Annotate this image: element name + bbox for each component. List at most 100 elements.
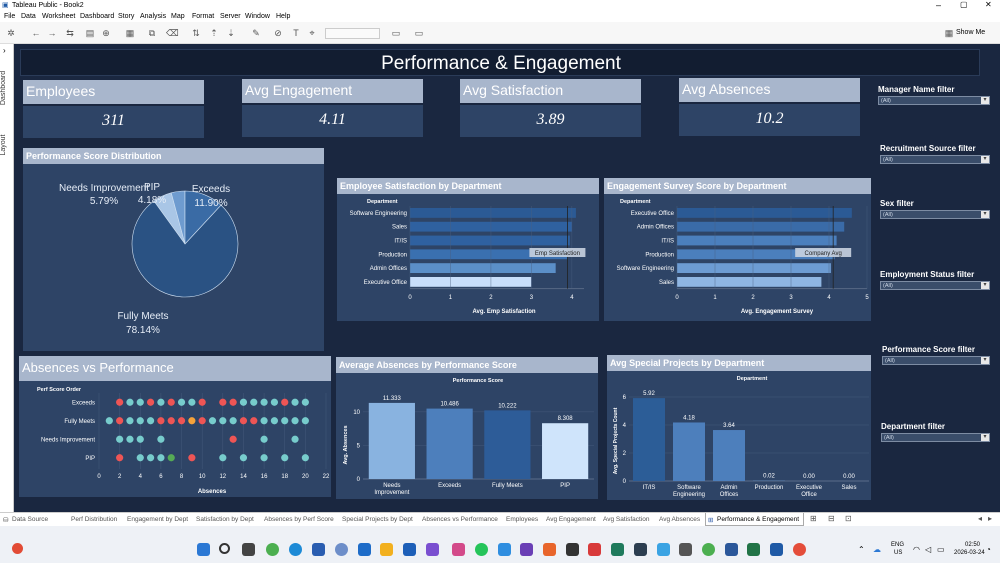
tab-satisfaction-by-dept[interactable]: Satisfaction by Dept	[196, 516, 254, 523]
labels-toggle-icon[interactable]: ▭	[391, 28, 401, 38]
filter-employment-status[interactable]: Employment Status filter (All)	[880, 270, 990, 290]
menu-map[interactable]: Map	[171, 13, 185, 20]
group-icon[interactable]: ⊘	[274, 28, 282, 38]
filter-performance-score[interactable]: Performance Score filter (All)	[882, 345, 990, 365]
edge-icon[interactable]	[289, 543, 302, 556]
onedrive-icon[interactable]: ☁	[873, 545, 881, 554]
new-datasource-icon[interactable]: ⊕	[102, 28, 110, 38]
app-icon-13[interactable]	[634, 543, 647, 556]
dashboard-tab[interactable]: Dashboard	[0, 70, 7, 106]
menu-data[interactable]: Data	[21, 13, 36, 20]
filter-dropdown[interactable]: (All)	[880, 155, 990, 164]
app-icon-2[interactable]	[335, 543, 348, 556]
filter-manager[interactable]: Manager Name filter (All)	[878, 85, 990, 105]
maximize-button[interactable]: ▢	[960, 0, 968, 9]
swap-axes-icon[interactable]: ⇅	[192, 28, 200, 38]
app-icon-4[interactable]	[380, 543, 393, 556]
app-icon-5[interactable]	[403, 543, 416, 556]
menu-help[interactable]: Help	[276, 13, 291, 20]
filter-recruitment-source[interactable]: Recruitment Source filter (All)	[880, 144, 990, 164]
excel-icon[interactable]	[747, 543, 760, 556]
task-view-icon[interactable]	[242, 543, 255, 556]
presentation-icon[interactable]: ▭	[414, 28, 424, 38]
show-me-button[interactable]: Show Me	[956, 29, 986, 36]
tab-absences-by-perf[interactable]: Absences by Perf Score	[264, 516, 334, 523]
filter-dropdown[interactable]: (All)	[882, 356, 990, 365]
new-sheet-icon[interactable]: ▦	[125, 28, 135, 38]
tab-avg-engagement[interactable]: Avg Engagement	[546, 516, 596, 523]
notification-icon[interactable]	[12, 543, 23, 554]
volume-icon[interactable]: ◁	[925, 545, 932, 554]
filter-dropdown[interactable]: (All)	[880, 210, 990, 219]
sort-asc-icon[interactable]: ⇡	[210, 28, 218, 38]
menu-file[interactable]: File	[4, 13, 16, 20]
app-icon-14[interactable]	[657, 543, 670, 556]
chrome-icon[interactable]	[266, 543, 279, 556]
wifi-icon[interactable]: ◠	[913, 545, 920, 554]
clear-icon[interactable]: ⌫	[166, 28, 179, 38]
battery-icon[interactable]: ▭	[937, 545, 945, 554]
tab-avg-absences[interactable]: Avg Absences	[659, 516, 701, 523]
clock-time[interactable]: 02:50	[964, 542, 980, 548]
app-icon-3[interactable]	[358, 543, 371, 556]
scroll-right-icon[interactable]: ▸	[988, 514, 993, 523]
expand-chevron-icon[interactable]: ›	[3, 46, 6, 55]
app-icon-12[interactable]	[611, 543, 624, 556]
highlight-icon[interactable]: ✎	[252, 28, 260, 38]
app-icon-6[interactable]	[452, 543, 465, 556]
menu-story[interactable]: Story	[118, 13, 135, 20]
menu-worksheet[interactable]: Worksheet	[42, 13, 76, 20]
app-icon-10[interactable]	[566, 543, 579, 556]
tab-employees[interactable]: Employees	[506, 516, 539, 523]
redo-icon[interactable]: →	[47, 28, 57, 38]
tableau-icon[interactable]	[770, 543, 783, 556]
minimize-button[interactable]: –	[936, 0, 942, 10]
duplicate-icon[interactable]: ⧉	[148, 28, 156, 38]
undo-icon[interactable]: ←	[31, 28, 41, 38]
tab-perf-distribution[interactable]: Perf Distribution	[71, 516, 118, 523]
app-icon-9[interactable]	[543, 543, 556, 556]
filter-department[interactable]: Department filter (All)	[881, 422, 990, 442]
label-icon[interactable]: T	[293, 28, 299, 38]
pin-icon[interactable]: ⌖	[309, 28, 315, 38]
menu-server[interactable]: Server	[220, 13, 241, 20]
notifications-bell-icon[interactable]: ◔	[986, 545, 991, 554]
app-icon-11[interactable]	[588, 543, 601, 556]
tab-engagement-by-dept[interactable]: Engagement by Dept	[127, 516, 189, 523]
scroll-left-icon[interactable]: ◂	[978, 514, 983, 523]
app-icon-15[interactable]	[679, 543, 692, 556]
chrome-icon-3[interactable]	[793, 543, 806, 556]
filter-dropdown[interactable]: (All)	[878, 96, 990, 105]
search-icon[interactable]	[219, 543, 230, 554]
tab-data-source[interactable]: Data Source	[12, 516, 49, 523]
tab-performance-engagement[interactable]: Performance & Engagement	[717, 516, 800, 523]
new-story-icon[interactable]: ⊡	[845, 514, 852, 523]
menu-window[interactable]: Window	[245, 13, 270, 20]
new-sheet-icon[interactable]: ⊞	[810, 514, 817, 523]
whatsapp-icon[interactable]	[475, 543, 488, 556]
layout-tab[interactable]: Layout	[0, 134, 7, 156]
save-icon[interactable]: ▤	[85, 28, 95, 38]
app-icon-7[interactable]	[498, 543, 511, 556]
app-icon-8[interactable]	[520, 543, 533, 556]
menu-format[interactable]: Format	[192, 13, 215, 20]
tray-chevron-icon[interactable]: ⌃	[858, 545, 865, 554]
close-button[interactable]: ✕	[985, 0, 992, 9]
fit-dropdown[interactable]	[325, 28, 380, 39]
menu-analysis[interactable]: Analysis	[140, 13, 167, 20]
swap-icon[interactable]: ⇆	[66, 28, 74, 38]
word-icon[interactable]	[725, 543, 738, 556]
new-dashboard-icon[interactable]: ⊟	[828, 514, 835, 523]
tab-avg-satisfaction[interactable]: Avg Satisfaction	[603, 516, 650, 523]
app-icon-1[interactable]	[312, 543, 325, 556]
chrome-icon-2[interactable]	[702, 543, 715, 556]
filter-sex[interactable]: Sex filter (All)	[880, 199, 990, 219]
vs-icon[interactable]	[426, 543, 439, 556]
filter-dropdown[interactable]: (All)	[881, 433, 990, 442]
tab-special-projects[interactable]: Special Projects by Dept	[342, 516, 413, 523]
lang-label[interactable]: ENG	[891, 542, 905, 548]
start-icon[interactable]	[197, 543, 210, 556]
sort-desc-icon[interactable]: ⇣	[227, 28, 235, 38]
filter-dropdown[interactable]: (All)	[880, 281, 990, 290]
tab-absences-vs-performance[interactable]: Absences vs Performance	[422, 516, 498, 523]
